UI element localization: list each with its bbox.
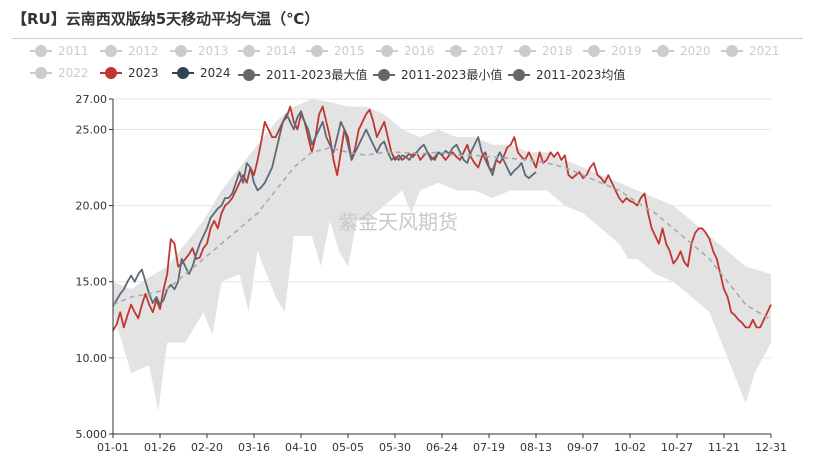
legend-swatch — [652, 45, 674, 57]
legend-item-2011[interactable]: 2011 — [30, 44, 89, 58]
range-band — [113, 99, 771, 412]
y-tick-label: 5.000 — [76, 428, 108, 441]
x-tick-label: 12-31 — [755, 441, 787, 454]
legend-item-2014[interactable]: 2014 — [238, 44, 297, 58]
x-tick-label: 04-10 — [285, 441, 317, 454]
x-tick-label: 08-13 — [520, 441, 552, 454]
legend-swatch — [170, 45, 192, 57]
legend-item-2011-2023最小值[interactable]: 2011-2023最小值 — [373, 66, 502, 83]
legend-swatch — [100, 45, 122, 57]
legend-label: 2019 — [611, 44, 642, 58]
y-tick-label: 25.00 — [76, 123, 108, 136]
legend-label: 2011-2023均值 — [536, 68, 626, 82]
legend-label: 2015 — [334, 44, 365, 58]
x-tick-label: 05-30 — [379, 441, 411, 454]
x-tick-label: 05-05 — [332, 441, 364, 454]
series-line-2011-2023均值 — [112, 146, 772, 321]
chart-title: 【RU】云南西双版纳5天移动平均气温（℃） — [12, 10, 320, 28]
legend-label: 2011-2023最小值 — [401, 68, 503, 82]
y-tick-label: 20.00 — [76, 200, 108, 213]
x-tick-label: 07-19 — [473, 441, 505, 454]
y-tick-label: 10.00 — [76, 352, 108, 365]
legend-swatch — [514, 45, 536, 57]
legend-swatch — [238, 68, 260, 81]
legend-item-2013[interactable]: 2013 — [170, 44, 229, 58]
legend-label: 2018 — [542, 44, 573, 58]
legend-swatch — [30, 45, 52, 57]
legend-label: 2017 — [473, 44, 504, 58]
legend-label: 2014 — [266, 44, 297, 58]
x-tick-label: 06-24 — [426, 441, 458, 454]
legend-swatch — [583, 45, 605, 57]
legend-label: 2011 — [58, 44, 89, 58]
legend-label: 2024 — [200, 66, 231, 80]
title-divider — [12, 38, 803, 39]
x-tick-label: 03-16 — [238, 441, 270, 454]
legend-swatch — [30, 67, 52, 79]
legend-swatch — [508, 68, 530, 81]
x-tick-label: 01-01 — [97, 441, 129, 454]
legend-item-2017[interactable]: 2017 — [445, 44, 504, 58]
legend-item-2016[interactable]: 2016 — [376, 44, 435, 58]
legend-item-2011-2023均值[interactable]: 2011-2023均值 — [508, 66, 625, 83]
legend-item-2020[interactable]: 2020 — [652, 44, 711, 58]
legend-item-2018[interactable]: 2018 — [514, 44, 573, 58]
x-tick-label: 11-21 — [708, 441, 740, 454]
legend-swatch — [100, 67, 122, 79]
legend-label: 2023 — [128, 66, 159, 80]
legend-item-2011-2023最大值[interactable]: 2011-2023最大值 — [238, 66, 367, 83]
y-tick-label: 27.00 — [76, 93, 108, 106]
legend-label: 2013 — [198, 44, 229, 58]
legend-item-2019[interactable]: 2019 — [583, 44, 642, 58]
legend-swatch — [238, 45, 260, 57]
legend-label: 2011-2023最大值 — [266, 68, 368, 82]
legend-swatch — [445, 45, 467, 57]
legend-item-2012[interactable]: 2012 — [100, 44, 159, 58]
legend-item-2021[interactable]: 2021 — [721, 44, 780, 58]
legend-label: 2022 — [58, 66, 89, 80]
legend-swatch — [172, 67, 194, 79]
series-line-2024 — [112, 110, 537, 307]
legend-swatch — [721, 45, 743, 57]
x-tick-label: 10-27 — [661, 441, 693, 454]
legend-label: 2020 — [680, 44, 711, 58]
legend-swatch — [373, 68, 395, 81]
legend-item-2022[interactable]: 2022 — [30, 66, 89, 80]
legend-item-2015[interactable]: 2015 — [306, 44, 365, 58]
x-tick-label: 10-02 — [614, 441, 646, 454]
legend-swatch — [376, 45, 398, 57]
legend-label: 2012 — [128, 44, 159, 58]
legend-label: 2021 — [749, 44, 780, 58]
legend-item-2024[interactable]: 2024 — [172, 66, 231, 80]
x-tick-label: 09-07 — [567, 441, 599, 454]
legend-swatch — [306, 45, 328, 57]
watermark: 紫金天风期货 — [338, 210, 458, 234]
x-tick-label: 02-20 — [191, 441, 223, 454]
y-tick-label: 15.00 — [76, 276, 108, 289]
legend-item-2023[interactable]: 2023 — [100, 66, 159, 80]
legend-label: 2016 — [404, 44, 435, 58]
x-tick-label: 01-26 — [144, 441, 176, 454]
